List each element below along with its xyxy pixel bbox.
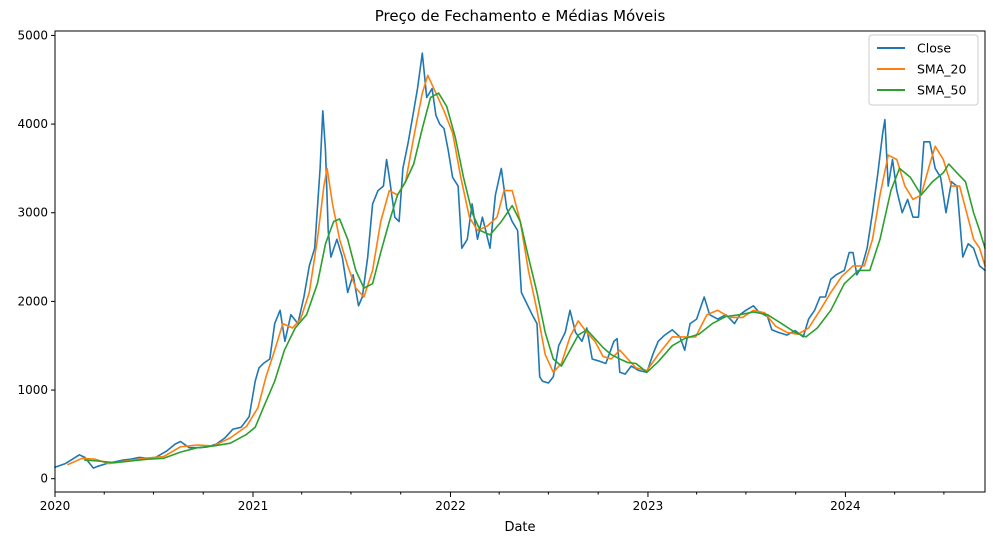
legend-label: SMA_20 — [917, 62, 966, 77]
legend-label: SMA_50 — [917, 83, 966, 98]
legend-box — [868, 34, 979, 106]
series-line-sma-50 — [84, 92, 986, 464]
x-tick-label: 2022 — [435, 499, 466, 513]
series-line-sma-20 — [67, 74, 986, 466]
y-tick-label: 5000 — [17, 28, 48, 42]
x-tick-label: 2021 — [238, 499, 269, 513]
x-tick-label: 2024 — [830, 499, 861, 513]
plot-frame — [54, 30, 986, 493]
x-tick-label: 2020 — [40, 499, 71, 513]
x-axis-label: Date — [504, 520, 535, 535]
y-tick-label: 4000 — [17, 117, 48, 131]
legend-label: Close — [917, 41, 951, 56]
series-line-close — [54, 52, 986, 469]
y-tick-label: 2000 — [17, 294, 48, 308]
chart-title: Preço de Fechamento e Médias Móveis — [375, 7, 666, 25]
y-tick-label: 1000 — [17, 383, 48, 397]
y-tick-label: 3000 — [17, 206, 48, 220]
legend: Close SMA_20 SMA_50 — [868, 34, 979, 106]
series-layer — [54, 52, 986, 469]
x-tick-label: 2023 — [633, 499, 664, 513]
y-tick-label: 0 — [40, 472, 48, 486]
axes-layer: 0 1000 2000 3000 4000 5000 2020 2021 2022 2023 202… — [17, 28, 986, 513]
